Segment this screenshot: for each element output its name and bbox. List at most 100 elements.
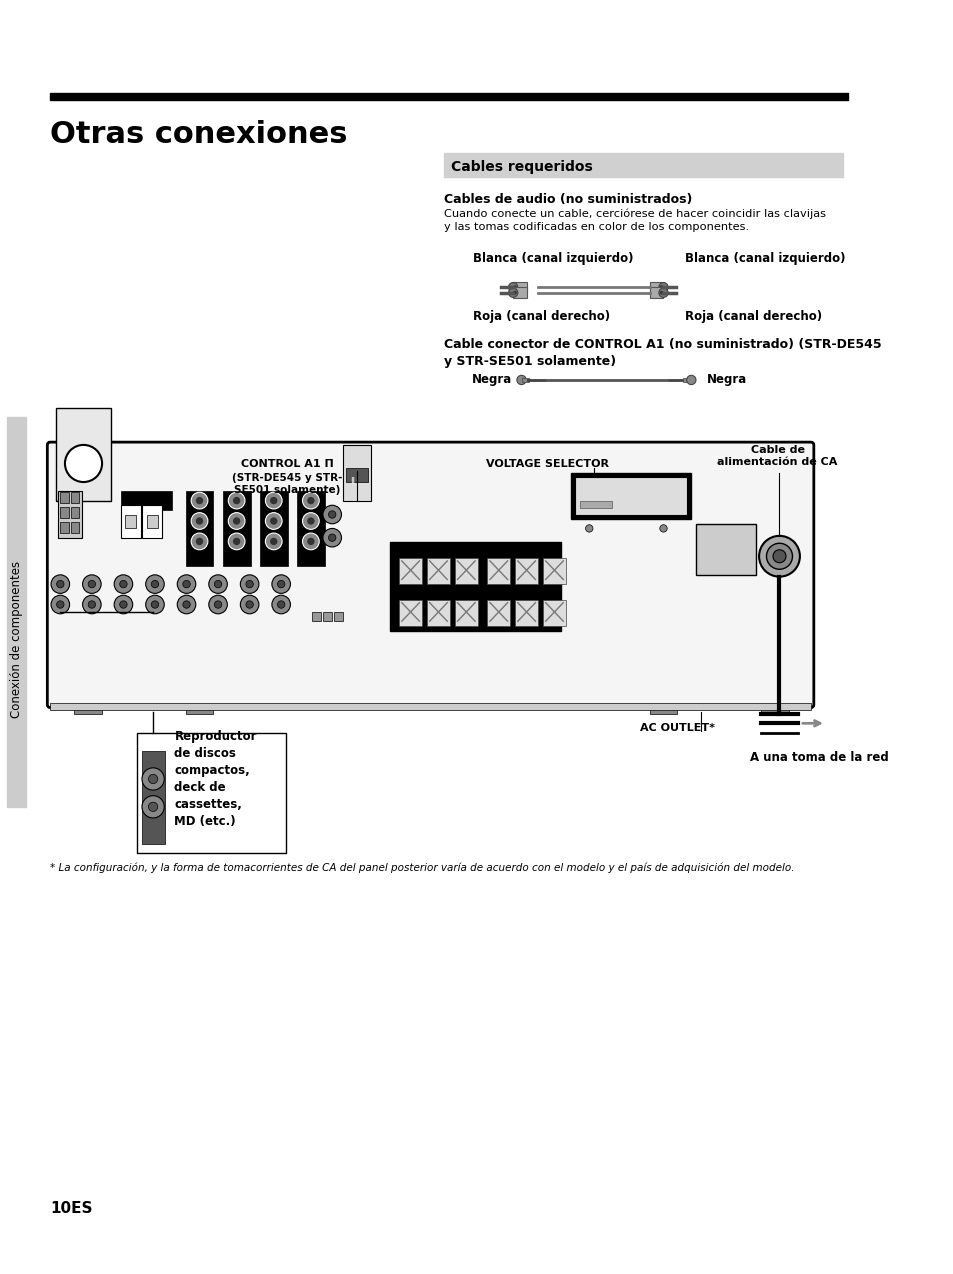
Text: Conexión de componentes: Conexión de componentes [10, 562, 23, 719]
Circle shape [659, 283, 667, 292]
Circle shape [191, 512, 208, 530]
Text: Reproductor
de discos
compactos,
deck de
cassettes,
MD (etc.): Reproductor de discos compactos, deck de… [174, 730, 256, 828]
Circle shape [277, 601, 285, 608]
Bar [455, 558, 477, 583]
Circle shape [265, 492, 282, 508]
Circle shape [302, 533, 319, 550]
Circle shape [759, 536, 799, 577]
Circle shape [240, 575, 258, 594]
Circle shape [659, 288, 667, 297]
Bar [142, 752, 165, 843]
Text: Blanca (canal izquierdo): Blanca (canal izquierdo) [684, 252, 844, 265]
Bar [125, 515, 136, 529]
Circle shape [152, 581, 158, 587]
Circle shape [772, 550, 785, 563]
Circle shape [142, 768, 164, 790]
Circle shape [183, 581, 190, 587]
Circle shape [119, 601, 127, 608]
Text: Roja (canal derecho): Roja (canal derecho) [684, 311, 821, 324]
Circle shape [114, 595, 132, 614]
Circle shape [83, 575, 101, 594]
Bar [390, 543, 560, 631]
Bar [296, 492, 324, 566]
Bar [426, 558, 450, 583]
Circle shape [214, 581, 221, 587]
Bar [137, 733, 286, 854]
Circle shape [302, 512, 319, 530]
Bar [575, 478, 686, 515]
Text: Negra: Negra [706, 373, 746, 386]
Circle shape [152, 601, 158, 608]
Bar [259, 492, 288, 566]
Text: AC OUTLET*: AC OUTLET* [639, 724, 715, 734]
Bar [667, 378, 686, 381]
Circle shape [195, 517, 203, 525]
Circle shape [508, 288, 517, 297]
Circle shape [195, 497, 203, 505]
Bar [760, 707, 788, 713]
FancyBboxPatch shape [48, 442, 813, 707]
Bar [186, 707, 213, 713]
Circle shape [328, 534, 335, 541]
Circle shape [323, 506, 341, 524]
Circle shape [228, 512, 245, 530]
Bar [51, 703, 810, 711]
Circle shape [323, 529, 341, 547]
Circle shape [146, 595, 164, 614]
Text: Cuando conecte un cable, cerciórese de hacer coincidir las clavijas
y las tomas : Cuando conecte un cable, cerciórese de h… [443, 208, 824, 232]
Circle shape [240, 595, 258, 614]
Bar [649, 287, 662, 298]
Bar [542, 558, 565, 583]
Bar [71, 507, 79, 519]
Circle shape [183, 601, 190, 608]
Circle shape [146, 575, 164, 594]
Bar [398, 600, 422, 626]
Circle shape [270, 538, 277, 545]
Circle shape [114, 575, 132, 594]
Bar [513, 282, 526, 293]
Circle shape [56, 581, 64, 587]
Circle shape [270, 517, 277, 525]
Bar [649, 707, 677, 713]
Bar [323, 612, 332, 622]
Bar [649, 282, 662, 293]
Circle shape [228, 492, 245, 508]
Bar [55, 408, 112, 501]
Circle shape [265, 533, 282, 550]
Bar [60, 522, 69, 533]
Circle shape [191, 492, 208, 508]
Bar [696, 524, 756, 575]
Circle shape [302, 492, 319, 508]
Bar [74, 707, 102, 713]
Circle shape [270, 497, 277, 505]
Text: II: II [350, 478, 355, 487]
Bar [398, 558, 422, 583]
Circle shape [513, 285, 517, 289]
Bar [51, 93, 847, 99]
Circle shape [265, 512, 282, 530]
Circle shape [246, 581, 253, 587]
Circle shape [585, 525, 593, 533]
Circle shape [233, 497, 240, 505]
Circle shape [149, 803, 157, 812]
Text: * La configuración, y la forma de tomacorrientes de CA del panel posterior varía: * La configuración, y la forma de tomaco… [51, 862, 794, 873]
Circle shape [328, 511, 335, 519]
Circle shape [246, 601, 253, 608]
Bar [58, 492, 82, 538]
Bar [142, 506, 162, 538]
Bar [513, 287, 526, 298]
Bar [579, 501, 612, 508]
Text: Roja (canal derecho): Roja (canal derecho) [473, 311, 610, 324]
Circle shape [88, 601, 95, 608]
Bar [71, 492, 79, 503]
Circle shape [307, 497, 314, 505]
Bar [682, 378, 690, 382]
Circle shape [177, 595, 195, 614]
Circle shape [51, 575, 70, 594]
Bar [515, 558, 537, 583]
Circle shape [142, 796, 164, 818]
Bar [487, 600, 510, 626]
Circle shape [177, 575, 195, 594]
Bar [346, 468, 368, 482]
Bar [343, 445, 371, 501]
